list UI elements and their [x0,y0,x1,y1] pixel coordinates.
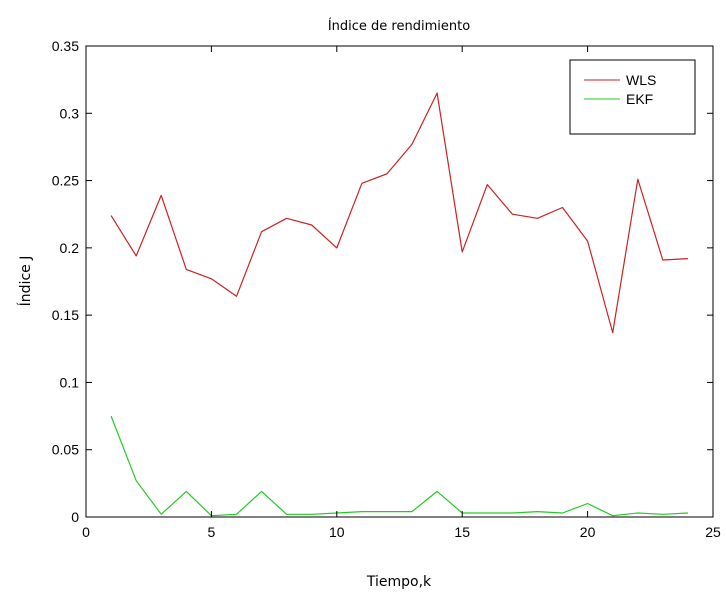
plot-frame [85,45,714,518]
x-tick-label: 10 [329,524,345,540]
y-axis-label: Índice J [17,256,34,307]
x-tick-label: 25 [705,524,721,540]
x-tick-label: 5 [208,524,216,540]
y-tick-label: 0.25 [52,173,79,189]
x-tick-label: 0 [82,524,90,540]
series-line-wls [110,92,688,334]
y-tick-label: 0.05 [52,442,79,458]
legend-label-ekf: EKF [626,91,653,107]
x-tick-label: 20 [580,524,596,540]
y-tick-label: 0.3 [60,105,80,121]
y-tick-label: 0 [71,509,79,525]
legend: WLS EKF [569,59,696,135]
legend-box [569,59,696,135]
series-line-ekf [110,415,688,517]
x-tick-label: 15 [454,524,470,540]
legend-label-wls: WLS [626,72,656,88]
series-layer [110,92,688,517]
y-tick-label: 0.2 [60,240,80,256]
y-tick-label: 0.1 [60,374,80,390]
y-tick-label: 0.15 [52,307,79,323]
chart-title: Índice de rendimiento [328,18,470,34]
x-axis-label: Tiempo,k [366,574,432,590]
ticks-layer: 0 5 10 15 20 25 0 0.05 0.1 0.15 0.2 0.25 0.3 0.35 [52,38,721,540]
y-tick-label: 0.35 [52,38,79,54]
